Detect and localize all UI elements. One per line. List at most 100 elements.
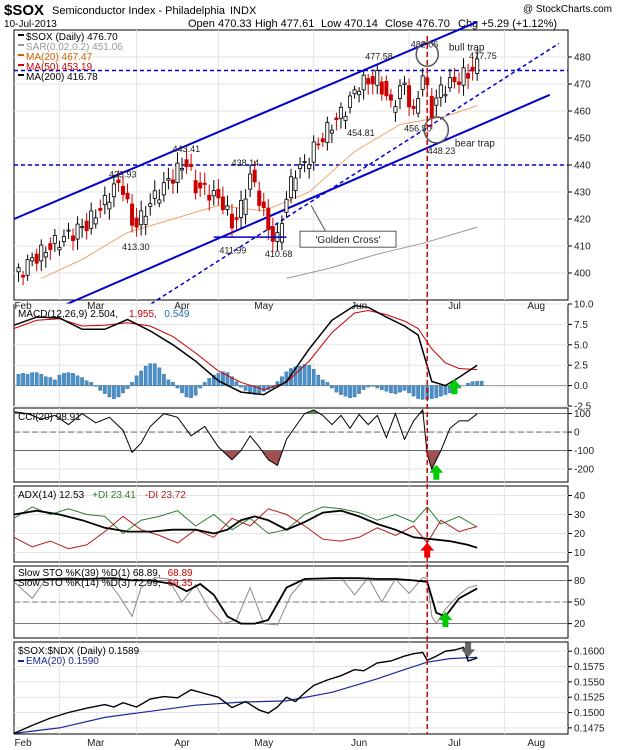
y-tick-label: 430 — [574, 188, 591, 199]
candle-body — [466, 73, 471, 79]
panel-adx: 10 20 30 40 ADX(14) 12.53 +DI 23.41 -DI 23.72 — [13, 485, 586, 563]
sto-legend-item: 68.89 — [168, 568, 193, 579]
price-annotation-label: 443.41 — [173, 144, 201, 154]
candle-body — [388, 94, 393, 101]
macd-histogram-bar — [116, 385, 121, 398]
panel-ratio: 0.1475 0.1500 0.1525 0.1550 0.1575 0.1600 $SOX… — [13, 641, 605, 735]
y-tick-label: 420 — [574, 215, 591, 226]
y-tick-label: 0 — [574, 428, 580, 439]
x-month-label-top: Jul — [448, 301, 461, 312]
macd-histogram-bar — [139, 370, 143, 386]
x-month-label-top: Apr — [174, 301, 190, 312]
ma200-line — [286, 226, 478, 279]
panel-frame-cci — [13, 407, 569, 483]
sto-legend-item: Slow STO %K(39) %D(1) 68.89, — [18, 568, 161, 579]
x-month-label-top: Feb — [14, 301, 32, 312]
y-tick-label: 0.1550 — [574, 677, 605, 688]
macd-histogram-bar — [57, 374, 62, 386]
candle-body — [434, 97, 439, 106]
macd-histogram-bar — [171, 382, 175, 386]
candle-body — [320, 138, 325, 143]
y-tick-label: 2.5 — [574, 361, 588, 372]
candle-body — [357, 90, 362, 96]
candle-body — [334, 117, 339, 121]
macd-histogram-bar — [320, 379, 325, 386]
candle-body — [384, 80, 389, 97]
candle-body — [429, 95, 434, 119]
x-month-label-top: Aug — [527, 301, 545, 312]
candle-body — [407, 85, 412, 108]
panel-sto: 20 50 80 Slow STO %K(39) %D(1) 68.89, 68.89 S… — [13, 565, 586, 639]
candle-body — [225, 205, 230, 210]
candle-body — [93, 217, 98, 225]
macd-histogram-bar — [475, 380, 480, 386]
macd-histogram-bar — [370, 385, 375, 387]
panel-price: 400 410 420 430 440 450 460 470 480 477.58 482.06 4… — [13, 20, 591, 328]
ratio-line — [13, 646, 478, 735]
candle-body — [198, 182, 203, 189]
candle-body — [202, 182, 207, 185]
macd-legend-item: MACD(12,26,9) 2.504, — [18, 309, 118, 320]
candle-body — [457, 81, 462, 85]
macd-histogram-bar — [257, 385, 262, 394]
macd-histogram-bar — [302, 364, 307, 386]
candle-body — [288, 176, 293, 198]
macd-histogram-bar — [389, 385, 393, 394]
macd-histogram-bar — [93, 385, 98, 387]
macd-histogram-bar — [25, 374, 30, 386]
macd-histogram-bar — [189, 385, 193, 398]
macd-histogram-bar — [193, 385, 198, 396]
macd-histogram-bar — [221, 371, 225, 386]
macd-histogram-bar — [39, 374, 44, 386]
y-tick-label: 7.5 — [574, 320, 588, 331]
ratio-legend-item: $SOX:$NDX (Daily) 0.1589 — [18, 646, 140, 657]
macd-histogram-bar — [429, 385, 434, 399]
candle-body — [170, 179, 175, 184]
adx-legend-item: +DI 23.41 — [92, 490, 136, 501]
macd-histogram-bar — [16, 374, 21, 386]
macd-histogram-bar — [75, 375, 80, 386]
sto-legend-item: Slow STO %K(14) %D(3) 72.99, — [18, 578, 161, 589]
candle-body — [166, 178, 171, 181]
macd-histogram-bar — [30, 372, 35, 386]
legend-swatch — [18, 74, 24, 76]
candle-body — [71, 235, 76, 241]
macd-histogram-bar — [125, 385, 130, 390]
macd-histogram-bar — [357, 385, 361, 394]
candle-body — [379, 81, 384, 95]
x-month-label-bottom: Jul — [448, 738, 461, 749]
chart-header: $SOX Semiconductor Index - Philadelphia … — [4, 2, 612, 30]
panel-frame-adx — [13, 485, 569, 563]
close-value: Close 476.70 — [385, 18, 450, 30]
candle-body — [307, 164, 312, 169]
legend-item: MA(20) 467.47 — [26, 52, 93, 63]
candle-body — [34, 253, 39, 264]
x-month-label-top: Jun — [351, 301, 367, 312]
candle-body — [266, 207, 271, 231]
candle-body — [279, 223, 284, 243]
candle-body — [48, 243, 53, 250]
panel-macd: -2.5 0.0 2.5 5.0 7.5 10.0 MACD(12,26,9) 2.504,… — [13, 300, 594, 413]
candle-body — [257, 190, 262, 206]
macd-histogram-bar — [361, 385, 366, 390]
macd-histogram-bar — [180, 385, 184, 394]
cci-buy-arrow-icon — [429, 464, 444, 480]
candle-body — [302, 161, 307, 163]
price-annotation-label: 438.14 — [232, 158, 260, 168]
macd-histogram-bar — [121, 385, 125, 394]
candle-body — [316, 143, 321, 146]
candle-body — [120, 185, 125, 195]
exchange-label: INDX — [230, 5, 257, 17]
macd-histogram-bar — [470, 381, 475, 386]
golden-cross-box — [299, 230, 397, 248]
macd-histogram-bar — [402, 385, 407, 391]
candle-body — [284, 198, 289, 213]
y-tick-label: -200 — [574, 465, 594, 476]
macd-histogram-bar — [398, 385, 402, 393]
candle-body — [338, 106, 343, 119]
ema-legend-item: EMA(20) 0.1590 — [26, 656, 99, 667]
x-month-label-bottom: May — [254, 738, 273, 749]
candle-body — [16, 267, 21, 273]
price-annotation-label: 454.81 — [347, 128, 375, 138]
legend-swatch — [18, 64, 24, 66]
